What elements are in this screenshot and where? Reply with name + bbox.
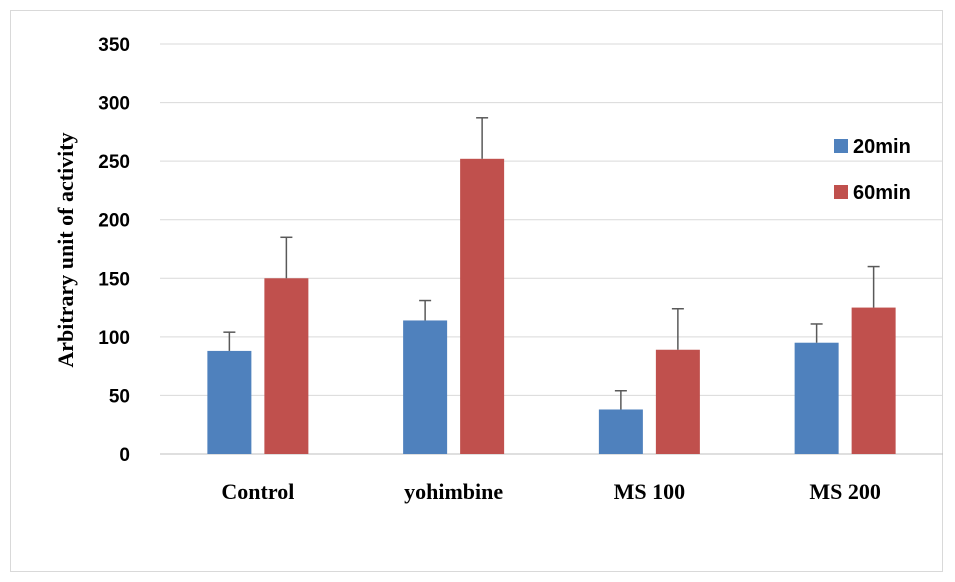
bar-60min-yohimbine — [460, 158, 505, 455]
legend: 20min 60min — [834, 136, 911, 204]
y-axis-label: Arbitrary unit of activity — [53, 132, 78, 367]
x-tick-label: MS 100 — [614, 479, 686, 504]
y-tick-label: 250 — [98, 152, 130, 173]
bar-60min-ms-200 — [851, 307, 896, 454]
x-tick-label: yohimbine — [404, 479, 503, 504]
y-tick-label: 350 — [98, 35, 130, 56]
bar-60min-control — [264, 278, 309, 454]
y-tick-label: 150 — [98, 269, 130, 290]
error-bars — [223, 117, 880, 410]
x-tick-label: Control — [221, 479, 294, 504]
bars — [207, 158, 896, 455]
x-axis-ticks: Control yohimbine MS 100 MS 200 — [221, 479, 880, 504]
y-tick-label: 200 — [98, 211, 130, 232]
legend-swatch — [834, 185, 848, 199]
bar-20min-yohimbine — [403, 320, 448, 454]
x-tick-label: MS 200 — [809, 479, 881, 504]
bar-20min-ms-100 — [598, 409, 643, 454]
bar-20min-control — [207, 350, 252, 454]
bar-20min-ms-200 — [794, 342, 839, 454]
y-tick-label: 100 — [98, 328, 130, 349]
y-tick-label: 0 — [119, 445, 130, 466]
legend-label: 60min — [853, 182, 911, 204]
bar-60min-ms-100 — [655, 349, 700, 454]
legend-swatch — [834, 139, 848, 153]
y-tick-label: 50 — [109, 386, 130, 407]
legend-label: 20min — [853, 136, 911, 158]
y-axis-ticks: 0 50 100 150 200 250 300 350 — [98, 35, 130, 466]
y-tick-label: 300 — [98, 94, 130, 115]
